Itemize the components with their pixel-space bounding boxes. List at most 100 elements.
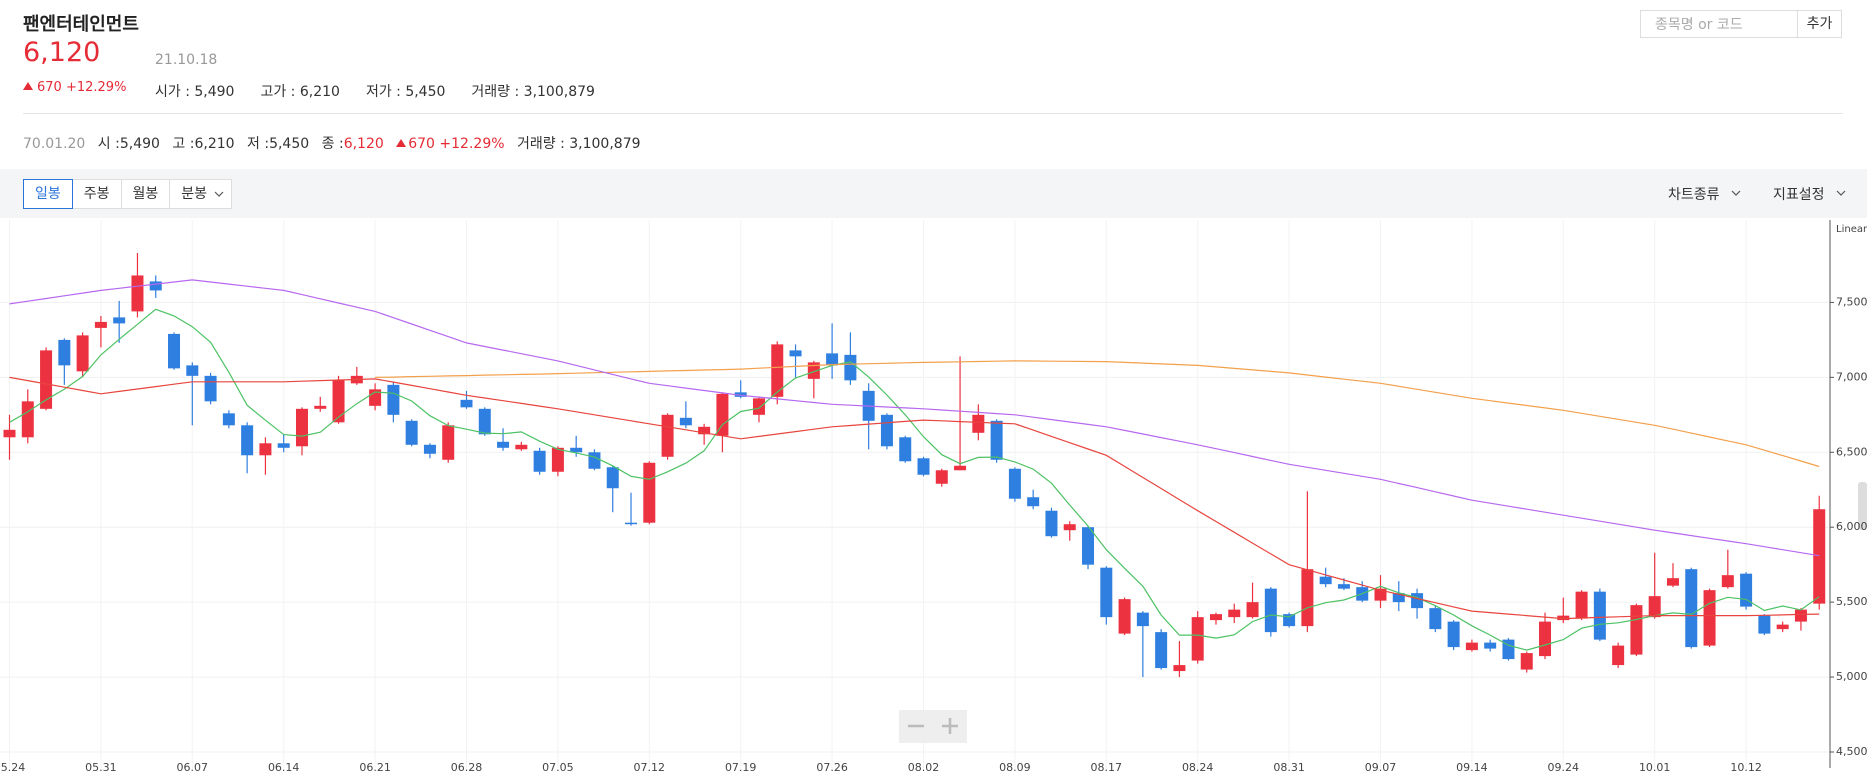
- ohlc-value: 6,120: [343, 136, 384, 152]
- search-input[interactable]: 종목명 or 코드: [1640, 10, 1798, 38]
- candle-body: [478, 408, 491, 435]
- candle-body: [954, 465, 967, 471]
- ohlc-value: 6,210: [194, 136, 235, 152]
- x-tick-label: 08.24: [1182, 761, 1214, 774]
- candle-body: [1740, 573, 1753, 607]
- candle-body: [588, 452, 601, 469]
- ohlc-value: 5,450: [269, 136, 310, 152]
- candle-body: [186, 365, 199, 376]
- candle-body: [1118, 599, 1131, 634]
- candle-body: [423, 444, 436, 454]
- moving-average-line: [9, 279, 1820, 557]
- tab[interactable]: 주봉: [71, 179, 122, 209]
- candle-body: [1813, 509, 1826, 604]
- candle-body: [1776, 624, 1789, 630]
- candle-body: [1465, 642, 1478, 651]
- toolbar: [0, 169, 1867, 218]
- candle-body: [880, 414, 893, 447]
- candle-body: [40, 350, 53, 409]
- candle-body: [643, 462, 656, 523]
- up-icon: [23, 82, 33, 90]
- candle-body: [1721, 575, 1734, 588]
- candle-body: [1703, 590, 1716, 646]
- candle-body: [1685, 569, 1698, 648]
- side-handle[interactable]: [1858, 482, 1867, 530]
- candle-body: [771, 344, 784, 397]
- candle-body: [1612, 645, 1625, 666]
- date: 21.10.18: [155, 52, 218, 68]
- candle-body: [387, 384, 400, 415]
- candle-body: [149, 281, 162, 291]
- y-tick-label: 6,500: [1836, 445, 1867, 458]
- y-tick-label: 5,000: [1836, 670, 1867, 683]
- candle-body: [1082, 527, 1095, 565]
- candle-body: [1374, 588, 1387, 601]
- candle-body: [1155, 632, 1168, 669]
- ohlc-value: 5,490: [119, 136, 160, 152]
- candle-body: [442, 425, 455, 460]
- stat: 저가 : 5,450: [365, 84, 446, 100]
- x-tick-label: 08.31: [1273, 761, 1305, 774]
- candle-body: [168, 333, 181, 369]
- candle-body: [405, 420, 418, 445]
- scale-label: Linear: [1836, 224, 1867, 235]
- add-button[interactable]: 추가: [1797, 10, 1842, 38]
- candle-body: [1520, 653, 1533, 670]
- candle-body: [1337, 584, 1350, 589]
- tab[interactable]: 월봉: [120, 179, 171, 209]
- x-tick-label: 08.02: [908, 761, 940, 774]
- dropdown-icon: [1836, 190, 1846, 196]
- candle-body: [1191, 617, 1204, 661]
- x-tick-label: 07.19: [725, 761, 757, 774]
- x-tick-label: 08.09: [999, 761, 1031, 774]
- candle-body: [1063, 524, 1076, 531]
- zoom-control[interactable]: [899, 710, 967, 743]
- candle-body: [460, 399, 473, 408]
- y-tick-label: 5,500: [1836, 595, 1867, 608]
- candle-body: [1575, 591, 1588, 619]
- candle-body: [570, 447, 583, 453]
- candle-body: [1173, 665, 1186, 672]
- ohlc-change-pct: +12.29%: [439, 136, 505, 152]
- x-tick-label: 09.14: [1456, 761, 1488, 774]
- candle-body: [497, 441, 510, 448]
- ohlc-date: 70.01.20: [23, 136, 86, 152]
- candle-body: [1301, 569, 1314, 627]
- x-tick-label: 07.05: [542, 761, 574, 774]
- candle-body: [1209, 614, 1222, 621]
- candle-body: [76, 335, 89, 372]
- candle-body: [1484, 642, 1497, 649]
- candle-body: [679, 417, 692, 426]
- x-tick-label: 06.07: [177, 761, 209, 774]
- candle-body: [917, 458, 930, 475]
- chart-type-menu[interactable]: 차트종류: [1668, 187, 1720, 203]
- candle-body: [222, 413, 235, 426]
- candle-body: [58, 339, 71, 366]
- stat: 시가 : 5,490: [155, 84, 235, 100]
- x-tick-label: 06.21: [359, 761, 391, 774]
- candle-body: [3, 429, 16, 438]
- indicator-menu[interactable]: 지표설정: [1773, 187, 1825, 203]
- candle-body: [1246, 602, 1259, 618]
- candle-body: [113, 317, 126, 324]
- moving-average-line: [9, 308, 1820, 651]
- candle-body: [1045, 510, 1058, 537]
- change: 670: [37, 80, 62, 95]
- ohlc-label: 종 :: [321, 136, 344, 152]
- x-tick-label: 10.12: [1730, 761, 1762, 774]
- x-tick-label: 05.24: [0, 761, 25, 774]
- tab[interactable]: 일봉: [23, 179, 73, 209]
- candle-body: [314, 405, 327, 409]
- candle-body: [935, 470, 948, 484]
- stat: 고가 : 6,210: [260, 84, 340, 100]
- x-tick-label: 08.17: [1091, 761, 1123, 774]
- moving-average-line: [9, 376, 1820, 620]
- candle-body: [1008, 468, 1021, 499]
- x-tick-label: 07.12: [634, 761, 666, 774]
- candle-body: [1411, 593, 1424, 609]
- candle-body: [752, 398, 765, 415]
- candle-body: [1502, 639, 1515, 660]
- moving-average-line: [375, 360, 1820, 468]
- ohlc-label: 저 :: [247, 136, 270, 152]
